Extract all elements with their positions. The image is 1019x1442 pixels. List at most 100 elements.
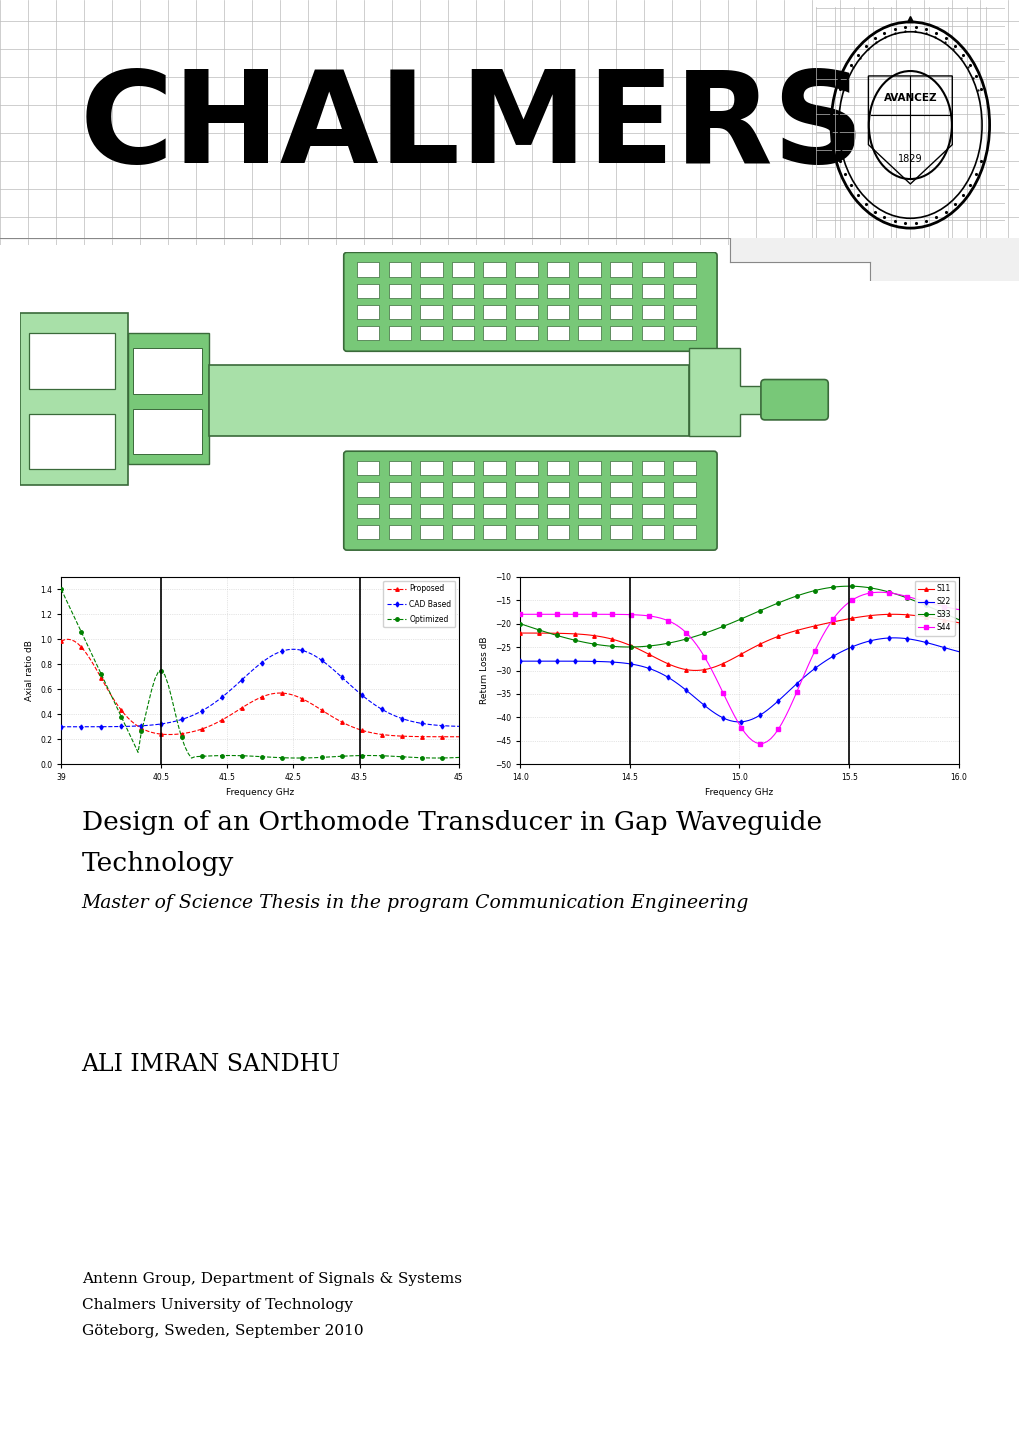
S22 [945,642,957,659]
S33 [952,611,964,629]
S22 [952,643,964,660]
Polygon shape [688,349,764,435]
S11 [690,662,702,679]
Proposed [442,728,454,746]
Bar [609,284,632,298]
Optimized [332,748,344,766]
Bar [357,483,379,496]
Bar [641,284,663,298]
S11 [514,624,526,642]
Bar [546,284,569,298]
Bar [420,503,442,518]
Optimized [279,750,291,767]
Bar [483,262,505,277]
Bar [357,284,379,298]
Bar [420,304,442,319]
Bar [578,525,600,539]
Bar [673,525,695,539]
Bar [673,304,695,319]
Bar [578,326,600,340]
Bar [609,326,632,340]
Line: Proposed: Proposed [59,637,461,738]
Bar [483,304,505,319]
Bar [515,525,537,539]
Bar [420,525,442,539]
S22 [819,652,832,669]
X-axis label: Frequency GHz: Frequency GHz [226,787,293,797]
Optimized [55,581,67,598]
Y-axis label: Axial ratio dB: Axial ratio dB [25,640,35,701]
Bar [357,525,379,539]
Bar [357,461,379,476]
Bar [209,365,688,435]
Y-axis label: Return Loss dB: Return Loss dB [480,637,489,704]
Line: S44: S44 [518,591,960,746]
S44 [863,584,875,601]
S33 [945,609,957,626]
Bar [132,349,202,394]
Bar [451,483,474,496]
S33 [842,578,854,596]
S44 [819,622,832,639]
Bar [641,461,663,476]
Bar [420,262,442,277]
Bar [673,326,695,340]
FancyBboxPatch shape [760,379,827,420]
Bar [420,284,442,298]
Bar [641,503,663,518]
S44 [760,733,772,750]
S11 [632,640,644,658]
S33 [635,637,647,655]
Bar [357,262,379,277]
S22 [731,714,743,731]
S44 [753,735,765,753]
S11 [952,614,964,632]
Bar [578,483,600,496]
S22 [863,632,875,649]
Optimized [185,750,198,767]
Bar [451,461,474,476]
S33 [514,614,526,632]
Polygon shape [0,238,1019,281]
Bar [483,461,505,476]
Bar [546,262,569,277]
Bar [388,461,411,476]
Bar [515,503,537,518]
S11 [945,613,957,630]
Bar [546,483,569,496]
FancyBboxPatch shape [343,451,716,549]
S11 [863,607,875,624]
Bar [483,525,505,539]
Bar [673,503,695,518]
CAD Based [332,666,344,684]
Proposed [452,728,465,746]
Bar [20,313,127,485]
Text: AVANCEZ: AVANCEZ [882,92,936,102]
Bar [641,483,663,496]
Line: S22: S22 [518,636,960,724]
Bar [641,304,663,319]
Bar [451,503,474,518]
Bar [515,262,537,277]
Bar [578,284,600,298]
Bar [546,326,569,340]
Text: Technology: Technology [82,851,233,875]
Text: Master of Science Thesis in the program Communication Engineering: Master of Science Thesis in the program … [82,894,748,911]
Proposed [165,725,177,743]
S33 [624,639,636,656]
S22 [760,702,772,720]
Proposed [332,712,344,730]
S44 [514,606,526,623]
Bar [641,326,663,340]
Bar [388,503,411,518]
Bar [515,326,537,340]
Text: CHALMERS: CHALMERS [79,65,865,189]
Bar [127,333,209,464]
Bar [609,503,632,518]
S11 [886,606,898,623]
Bar [451,326,474,340]
Bar [578,461,600,476]
Bar [609,483,632,496]
S33 [819,580,832,597]
Bar [483,326,505,340]
